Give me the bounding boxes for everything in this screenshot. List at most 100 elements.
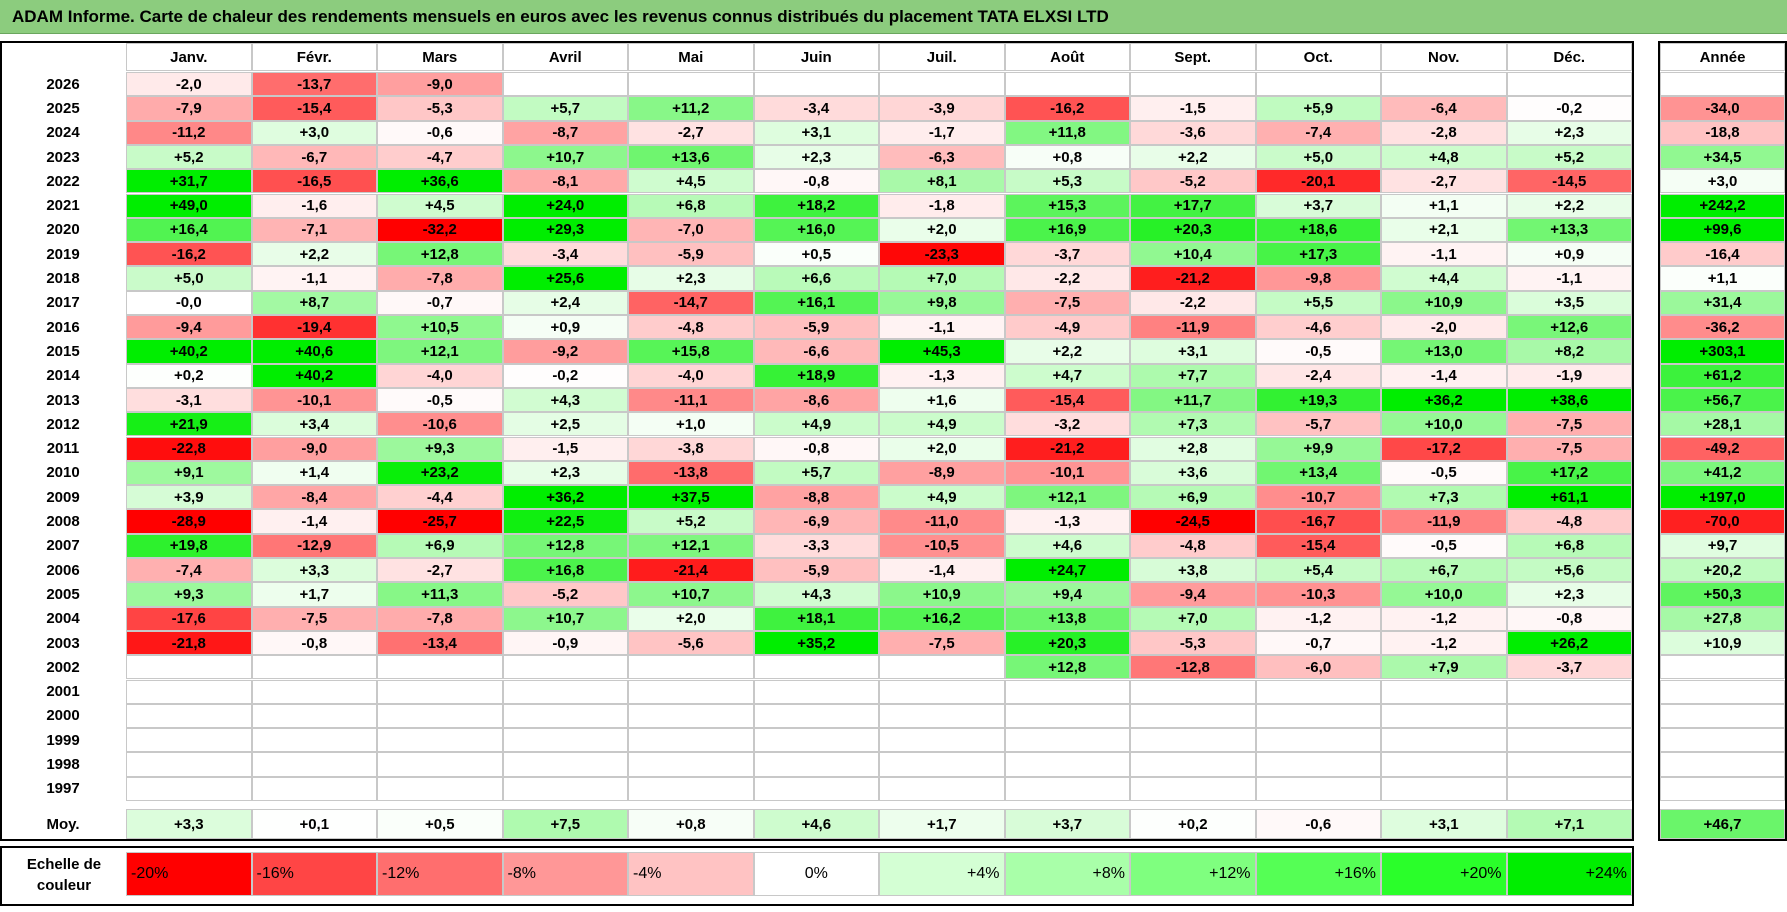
month-value-cell: +3,3 xyxy=(251,558,377,583)
month-value-cell xyxy=(1004,776,1130,801)
month-value-cell xyxy=(1381,703,1507,729)
month-value-cell: -0,2 xyxy=(502,363,628,388)
month-value-cell: +9,9 xyxy=(1255,436,1381,461)
annual-value-cell: -34,0 xyxy=(1660,96,1785,121)
month-value-cell: -1,1 xyxy=(251,266,377,291)
month-value-cell: -2,0 xyxy=(1381,315,1507,340)
month-value-cell: +4,9 xyxy=(879,485,1005,510)
month-value-cell: +5,0 xyxy=(126,266,252,291)
month-value-cell xyxy=(1004,72,1130,97)
month-value-cell xyxy=(1381,752,1507,777)
month-value-cell xyxy=(628,72,754,97)
month-value-cell: +3,0 xyxy=(251,120,377,145)
month-value-cell: +1,1 xyxy=(1381,193,1507,218)
month-value-cell: +7,7 xyxy=(1130,363,1256,388)
month-value-cell: -10,1 xyxy=(251,387,377,413)
month-value-cell: -6,3 xyxy=(879,144,1005,170)
month-value-cell: +10,7 xyxy=(502,606,628,631)
month-value-cell: +31,7 xyxy=(126,169,252,194)
annual-value-cell xyxy=(1660,776,1785,801)
month-value-cell: -8,7 xyxy=(502,120,628,145)
month-value-cell: -24,5 xyxy=(1130,509,1256,534)
month-value-cell: -1,8 xyxy=(879,193,1005,218)
month-value-cell xyxy=(377,703,503,729)
month-value-cell: -1,6 xyxy=(251,193,377,218)
month-value-cell: +0,9 xyxy=(502,315,628,340)
month-value-cell xyxy=(1130,728,1256,753)
year-label: 2001 xyxy=(46,683,80,701)
month-value-cell xyxy=(628,776,754,801)
month-value-cell: +12,8 xyxy=(502,533,628,558)
month-value-cell: -13,7 xyxy=(251,72,377,97)
month-value-cell: +5,9 xyxy=(1255,96,1381,121)
month-value-cell: -9,4 xyxy=(126,315,252,340)
month-value-cell: -1,7 xyxy=(879,120,1005,145)
month-value-cell xyxy=(251,655,377,680)
legend-stop: 0% xyxy=(753,852,879,896)
month-value-cell xyxy=(126,703,252,729)
month-value-cell: +2,3 xyxy=(502,460,628,486)
average-value-cell: +0,5 xyxy=(377,809,503,839)
month-value-cell xyxy=(1004,703,1130,729)
month-value-cell xyxy=(1506,679,1632,704)
year-label: 2023 xyxy=(46,148,80,166)
month-value-cell: -7,4 xyxy=(126,558,252,583)
month-value-cell: -11,1 xyxy=(628,387,754,413)
month-value-cell: +0,5 xyxy=(753,242,879,267)
month-value-cell: +7,9 xyxy=(1381,655,1507,680)
month-value-cell: -2,7 xyxy=(628,120,754,145)
year-label: 1999 xyxy=(46,731,80,749)
month-value-cell: -7,0 xyxy=(628,217,754,243)
month-value-cell: -21,4 xyxy=(628,558,754,583)
legend-stop-label: -16% xyxy=(256,865,294,882)
month-value-cell: -6,4 xyxy=(1381,96,1507,121)
month-value-cell: -9,0 xyxy=(377,72,503,97)
month-value-cell: -1,4 xyxy=(251,509,377,534)
month-value-cell xyxy=(126,655,252,680)
month-value-cell: -2,7 xyxy=(377,558,503,583)
legend-stop: -4% xyxy=(628,852,754,896)
legend-stop-label: +8% xyxy=(1092,865,1125,882)
month-value-cell: +2,4 xyxy=(502,290,628,315)
average-value-cell: +3,1 xyxy=(1381,809,1507,839)
year-label: 2003 xyxy=(46,634,80,652)
month-value-cell: -3,3 xyxy=(753,533,879,558)
month-value-cell xyxy=(1255,776,1381,801)
month-value-cell xyxy=(502,679,628,704)
month-value-cell: -0,0 xyxy=(126,290,252,315)
month-value-cell: +45,3 xyxy=(879,339,1005,364)
chart-title: ADAM Informe. Carte de chaleur des rende… xyxy=(12,7,1109,26)
month-value-cell: +10,9 xyxy=(1381,290,1507,315)
month-value-cell: -15,4 xyxy=(1255,533,1381,558)
month-value-cell: -7,5 xyxy=(879,630,1005,656)
annual-value-cell: +3,0 xyxy=(1660,169,1785,194)
month-value-cell: +1,4 xyxy=(251,460,377,486)
month-value-cell: -5,2 xyxy=(1130,169,1256,194)
month-value-cell xyxy=(126,776,252,801)
month-value-cell: +21,9 xyxy=(126,412,252,437)
month-value-cell: -3,6 xyxy=(1130,120,1256,145)
month-value-cell: -4,8 xyxy=(1130,533,1256,558)
month-value-cell: +12,1 xyxy=(628,533,754,558)
month-value-cell: -5,3 xyxy=(1130,630,1256,656)
month-value-cell: +6,8 xyxy=(1506,533,1632,558)
month-value-cell: -32,2 xyxy=(377,217,503,243)
month-value-cell: -4,8 xyxy=(1506,509,1632,534)
month-value-cell: +13,3 xyxy=(1506,217,1632,243)
month-value-cell: -5,9 xyxy=(753,558,879,583)
legend-stop-label: +12% xyxy=(1209,865,1251,882)
month-value-cell: +2,2 xyxy=(1506,193,1632,218)
month-value-cell: +29,3 xyxy=(502,217,628,243)
month-value-cell: +5,2 xyxy=(126,144,252,170)
month-header: Avril xyxy=(502,43,628,72)
year-label: 2000 xyxy=(46,707,80,725)
month-value-cell: -2,2 xyxy=(1130,290,1256,315)
month-value-cell: -5,9 xyxy=(628,242,754,267)
month-value-cell xyxy=(879,72,1005,97)
month-value-cell: -16,2 xyxy=(1004,96,1130,121)
year-label: 2004 xyxy=(46,610,80,628)
month-value-cell: +11,8 xyxy=(1004,120,1130,145)
average-value-cell: +1,7 xyxy=(879,809,1005,839)
average-label: Moy. xyxy=(46,815,80,833)
month-value-cell: +24,0 xyxy=(502,193,628,218)
